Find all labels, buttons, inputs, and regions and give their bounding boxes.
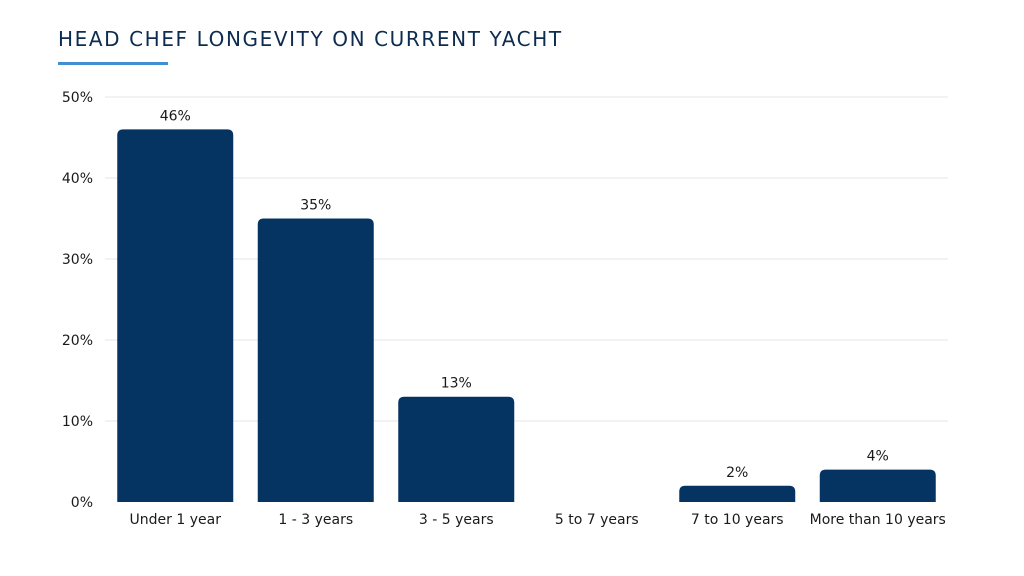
- x-tick-label: 7 to 10 years: [691, 512, 784, 528]
- data-label: 4%: [867, 449, 889, 465]
- bar: [257, 218, 374, 502]
- y-tick-label: 50%: [62, 90, 93, 106]
- gridlines: [105, 96, 948, 422]
- bar: [398, 396, 515, 502]
- y-tick-label: 40%: [62, 171, 93, 187]
- chart-title: HEAD CHEF LONGEVITY ON CURRENT YACHT: [58, 27, 563, 51]
- y-tick-label: 30%: [62, 252, 93, 268]
- data-label: 46%: [160, 108, 191, 124]
- x-axis-labels: Under 1 year 1 - 3 years 3 - 5 years 5 to 7…: [130, 512, 946, 528]
- x-tick-label: 1 - 3 years: [278, 512, 353, 528]
- bar: [819, 469, 936, 502]
- bar: [117, 129, 234, 502]
- data-labels: 46% 35% 13% 2% 4%: [160, 108, 889, 480]
- y-tick-label: 0%: [71, 495, 93, 511]
- y-axis-ticks: 0% 10% 20% 30% 40% 50%: [62, 90, 93, 511]
- x-tick-label: Under 1 year: [130, 512, 222, 528]
- x-tick-label: More than 10 years: [810, 512, 946, 528]
- data-label: 2%: [726, 465, 748, 481]
- data-label: 35%: [300, 198, 331, 214]
- title-underline: [58, 62, 168, 65]
- data-label: 13%: [441, 376, 472, 392]
- x-tick-label: 5 to 7 years: [555, 512, 639, 528]
- y-tick-label: 10%: [62, 414, 93, 430]
- bars: [117, 129, 936, 502]
- y-tick-label: 20%: [62, 333, 93, 349]
- bar: [679, 485, 796, 502]
- x-tick-label: 3 - 5 years: [419, 512, 494, 528]
